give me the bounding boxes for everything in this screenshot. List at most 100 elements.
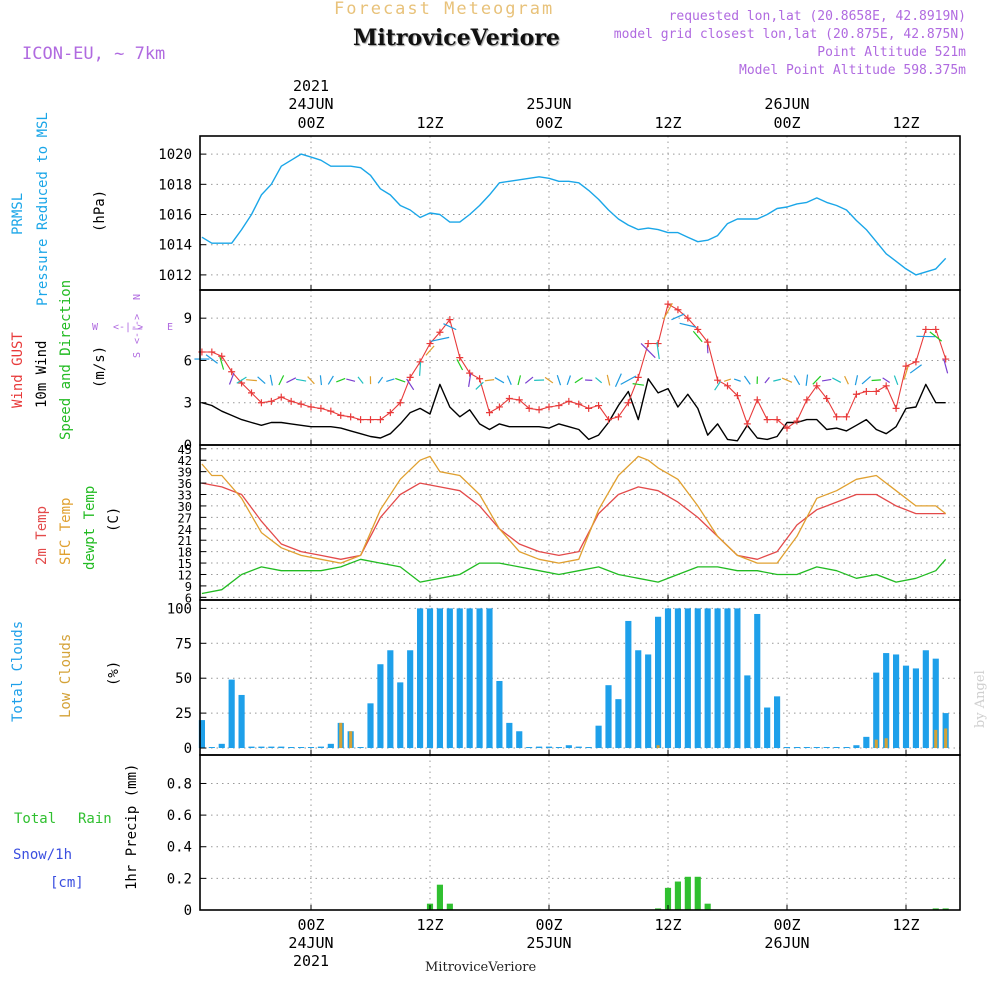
gust-marker bbox=[585, 404, 593, 412]
wind-direction-arrow bbox=[395, 377, 406, 383]
wind-direction-arrow bbox=[544, 376, 554, 384]
total-cloud-bar bbox=[545, 746, 553, 749]
watermark: by Angel bbox=[973, 670, 988, 728]
total-cloud-bar bbox=[555, 747, 562, 749]
pressure-label: Pressure Reduced to MSL bbox=[35, 112, 51, 306]
gust-marker bbox=[257, 399, 265, 407]
precip-unit: 1hr Precip (mm) bbox=[124, 764, 140, 890]
gust-marker bbox=[763, 416, 771, 424]
wind-direction-arrow bbox=[269, 374, 273, 386]
total-cloud-bar bbox=[645, 654, 652, 749]
wind-unit: (m/s) bbox=[92, 346, 108, 388]
total-cloud-bar bbox=[774, 696, 781, 749]
wind-direction-arrow bbox=[640, 343, 656, 359]
total-cloud-bar bbox=[218, 743, 225, 749]
bottom-year-label: 2021 bbox=[293, 952, 329, 970]
gust-marker bbox=[783, 424, 791, 432]
wind-direction-arrow bbox=[821, 378, 832, 382]
wind-direction-arrow bbox=[574, 377, 583, 384]
wind-direction-arrow bbox=[517, 375, 522, 386]
wind-direction-arrow bbox=[246, 379, 257, 382]
y-tick-label: 3 bbox=[184, 396, 192, 412]
wind-direction-arrow bbox=[475, 381, 484, 390]
wind-direction-arrow bbox=[468, 373, 472, 387]
total-cloud-bar bbox=[813, 747, 820, 749]
y-tick-label: 1018 bbox=[158, 177, 192, 193]
wind-direction-arrow bbox=[805, 374, 809, 386]
y-tick-label: 1020 bbox=[158, 147, 192, 163]
bottom-hour-label: 00Z bbox=[535, 916, 562, 934]
gust-marker bbox=[813, 382, 821, 390]
y-tick-label: 24 bbox=[178, 523, 192, 537]
precip-bar bbox=[694, 876, 701, 910]
gust-marker bbox=[922, 325, 930, 333]
y-tick-label: 0.4 bbox=[167, 840, 192, 856]
gust-marker bbox=[733, 392, 741, 400]
y-tick-label: 9 bbox=[185, 580, 192, 594]
total-cloud-bar bbox=[704, 608, 711, 749]
total-cloud-bar bbox=[367, 703, 374, 749]
wind-direction-arrow bbox=[278, 375, 285, 386]
total-cloud-bar bbox=[387, 650, 394, 749]
total-cloud-bar bbox=[585, 747, 592, 749]
wind-direction-arrow bbox=[430, 336, 450, 342]
top-hour-label: 12Z bbox=[654, 114, 681, 132]
gust-marker bbox=[545, 403, 553, 411]
total-cloud-bar bbox=[932, 658, 939, 749]
gust-marker bbox=[337, 411, 345, 419]
prmsl-label: PRMSL bbox=[10, 193, 26, 235]
top-date-label: 24JUN bbox=[288, 95, 333, 113]
wind-direction-arrow bbox=[656, 342, 660, 360]
top-hour-label: 12Z bbox=[892, 114, 919, 132]
total-cloud-bar bbox=[595, 725, 602, 749]
total-cloud-bar bbox=[912, 668, 919, 749]
gust-marker bbox=[466, 369, 474, 377]
total-cloud-bar bbox=[208, 747, 215, 749]
total-cloud-bar bbox=[565, 745, 572, 749]
low-cloud-bar bbox=[349, 731, 353, 749]
total-cloud-label: Total Clouds bbox=[10, 621, 26, 722]
wind-direction-arrow bbox=[257, 376, 266, 385]
total-cloud-bar bbox=[526, 747, 533, 749]
gust-marker bbox=[525, 404, 533, 412]
wind-direction-arrow bbox=[714, 381, 722, 391]
top-date-label: 26JUN bbox=[764, 95, 809, 113]
wind-direction-arrow bbox=[812, 375, 822, 385]
wind-direction-arrow bbox=[764, 377, 770, 384]
gust-marker bbox=[753, 396, 761, 404]
total-cloud-bar bbox=[833, 747, 840, 749]
wind-direction-arrow bbox=[377, 376, 384, 384]
wind-direction-arrow bbox=[606, 374, 611, 386]
gust-marker bbox=[267, 397, 275, 405]
total-cloud-bar bbox=[278, 746, 285, 749]
gust-marker bbox=[614, 413, 622, 421]
precip-bar bbox=[436, 884, 443, 910]
top-hour-label: 12Z bbox=[416, 114, 443, 132]
total-cloud-bar bbox=[377, 664, 384, 749]
top-hour-label: 00Z bbox=[297, 114, 324, 132]
y-tick-label: 50 bbox=[175, 671, 192, 687]
total-cloud-bar bbox=[615, 699, 622, 749]
gust-marker bbox=[505, 395, 513, 402]
y-tick-label: 30 bbox=[178, 500, 192, 514]
precip-bar bbox=[684, 876, 691, 910]
gust-marker bbox=[287, 397, 295, 405]
wind-direction-arrow bbox=[793, 375, 801, 386]
cloud-unit: (%) bbox=[106, 661, 122, 686]
y-tick-label: 0 bbox=[184, 903, 192, 919]
gust-marker bbox=[406, 373, 414, 381]
gust-marker bbox=[694, 325, 702, 333]
precip-bar bbox=[674, 881, 681, 910]
total-cloud-bar bbox=[417, 608, 424, 749]
total-cloud-bar bbox=[317, 746, 324, 749]
y-tick-label: 0.6 bbox=[167, 808, 192, 824]
total-cloud-bar bbox=[734, 608, 741, 749]
total-cloud-bar bbox=[674, 608, 681, 749]
wind-direction-arrow bbox=[425, 345, 435, 356]
compass-s: S bbox=[132, 352, 143, 358]
wind-direction-arrow bbox=[844, 375, 849, 385]
precip-bar bbox=[704, 903, 711, 910]
total-cloud-bar bbox=[714, 608, 721, 749]
snow-label: Snow/1h bbox=[13, 847, 72, 863]
wind-direction-arrow bbox=[357, 376, 364, 384]
